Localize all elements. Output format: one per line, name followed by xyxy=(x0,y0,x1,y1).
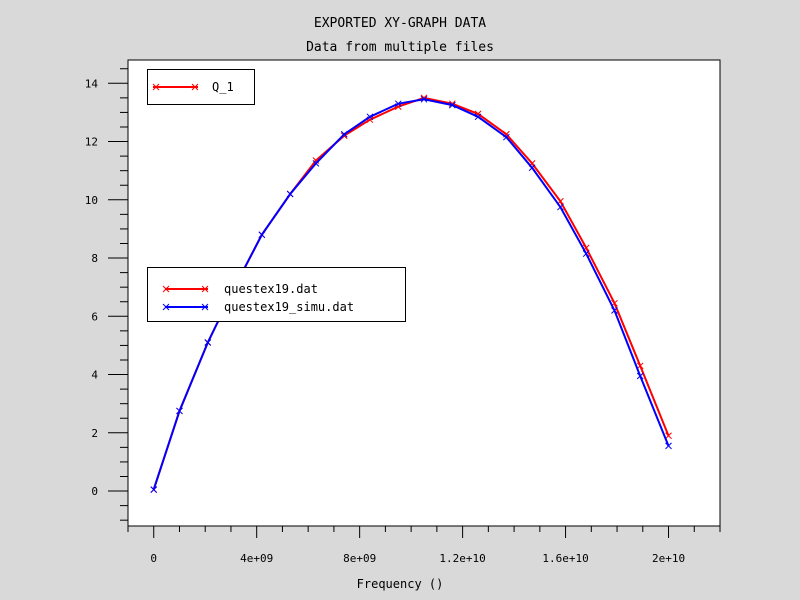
x-tick-label: 0 xyxy=(150,552,157,565)
data-point xyxy=(636,362,644,370)
data-point xyxy=(448,101,456,109)
legend-label-questex19: questex19.dat xyxy=(224,282,318,296)
y-tick-label: 14 xyxy=(85,77,99,90)
data-point xyxy=(636,372,644,380)
axes: 0 2 4 6 8 10 12 14 0 4e+09 8e+09 1.2e+10 1.6e+10 2e+1… xyxy=(85,68,721,565)
data-point xyxy=(665,442,672,450)
data-point xyxy=(366,113,374,121)
legend-swatch-q1 xyxy=(152,83,199,91)
data-point xyxy=(286,190,294,198)
y-tick-label: 0 xyxy=(91,485,98,498)
chart-title: EXPORTED XY-GRAPH DATA xyxy=(313,16,487,31)
y-tick-label: 2 xyxy=(91,427,98,440)
y-tick-label: 8 xyxy=(91,252,98,265)
legend-label-q1: Q_1 xyxy=(212,80,234,94)
legend-label-questex19-simu: questex19_simu.dat xyxy=(224,300,355,314)
data-point xyxy=(258,231,266,239)
x-tick-label: 4e+09 xyxy=(240,552,273,565)
x-tick-label: 2e+10 xyxy=(652,552,685,565)
data-point xyxy=(394,100,402,108)
legend-entry: questex19_simu.dat xyxy=(162,300,402,314)
legend-q1: Q_1 xyxy=(147,69,255,105)
x-tick-label: 1.2e+10 xyxy=(439,552,485,565)
data-point xyxy=(150,486,158,493)
data-point xyxy=(582,250,590,258)
y-tick-label: 4 xyxy=(91,369,98,382)
data-point xyxy=(611,307,618,314)
y-tick-label: 6 xyxy=(91,310,98,323)
data-point xyxy=(474,113,482,121)
data-point xyxy=(557,203,564,211)
legend-files: questex19.dat questex19_simu.dat xyxy=(147,267,406,322)
data-point xyxy=(312,160,320,167)
legend-entry: questex19.dat xyxy=(162,282,402,296)
data-point xyxy=(340,130,348,138)
data-point xyxy=(665,432,672,440)
data-point xyxy=(503,133,510,141)
chart-subtitle: Data from multiple files xyxy=(306,40,494,55)
y-tick-label: 10 xyxy=(85,194,98,207)
x-tick-label: 8e+09 xyxy=(343,552,376,565)
data-point xyxy=(420,95,428,103)
legend-swatch-questex19 xyxy=(162,285,209,293)
legend-entry: Q_1 xyxy=(152,80,252,94)
data-point xyxy=(204,339,212,346)
legend-swatch-questex19-simu xyxy=(162,303,209,311)
x-axis-label: Frequency () xyxy=(356,577,444,591)
y-tick-label: 12 xyxy=(85,136,98,149)
data-point xyxy=(176,407,183,415)
x-tick-label: 1.6e+10 xyxy=(542,552,588,565)
data-point xyxy=(528,164,536,172)
